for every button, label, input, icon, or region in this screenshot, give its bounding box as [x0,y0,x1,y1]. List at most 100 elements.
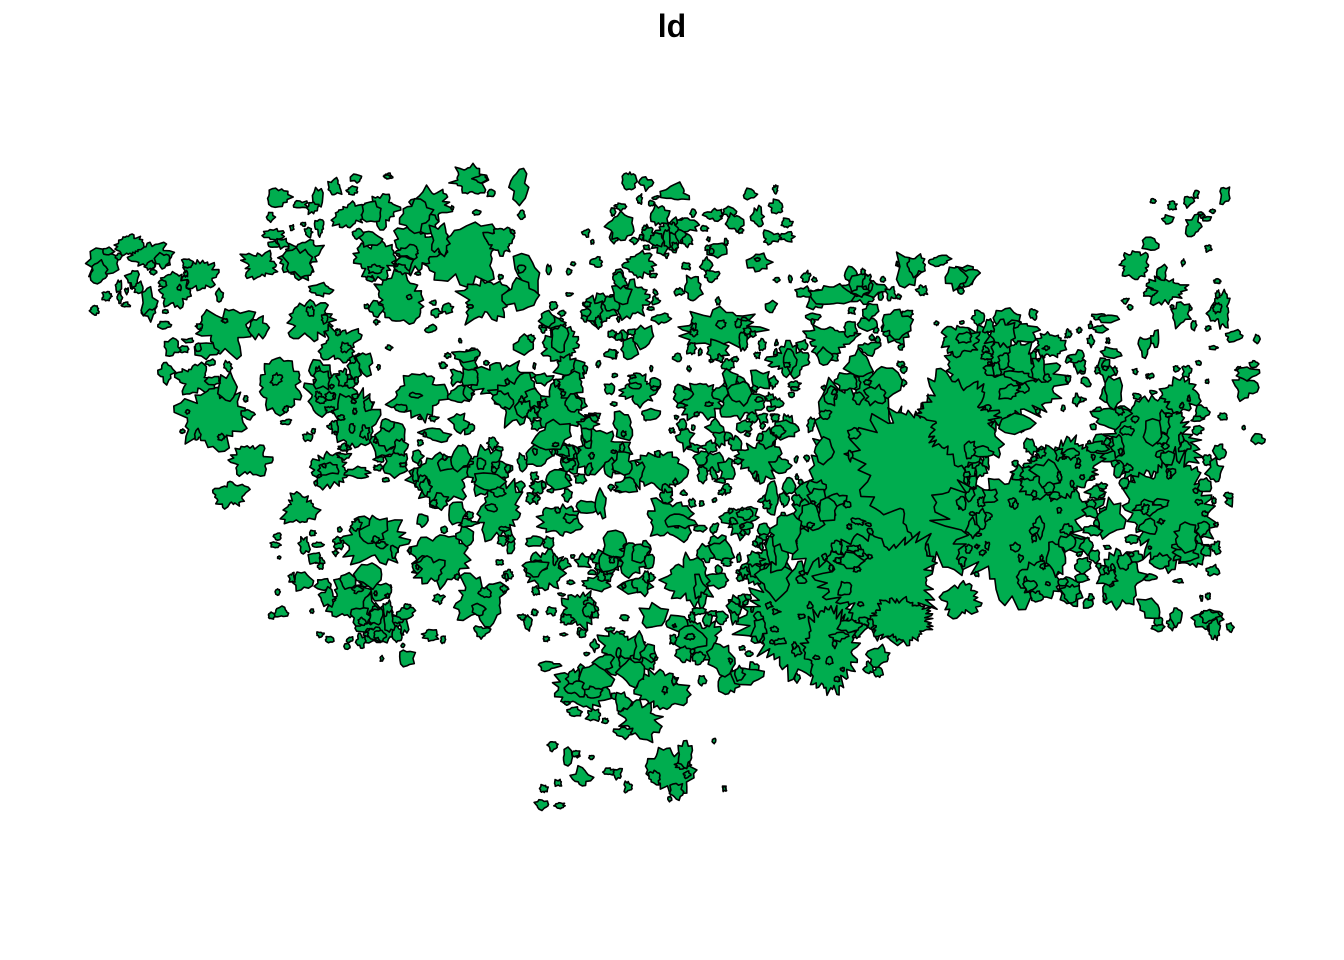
habitat-fragment [1072,359,1087,375]
habitat-fragment [381,476,391,483]
habitat-fragment [88,304,100,316]
habitat-fragment [1114,406,1126,417]
habitat-fragment [846,426,862,440]
habitat-fragment [1200,544,1212,557]
habitat-fragment [955,331,973,344]
habitat-fragment [749,369,771,391]
habitat-fragment [1095,496,1127,540]
habitat-fragment [552,552,559,567]
habitat-fragment [1083,484,1107,501]
habitat-fragment [758,542,765,552]
habitat-fragment [770,424,787,439]
habitat-fragment [711,384,730,403]
habitat-fragment [323,405,336,414]
habitat-fragment [641,407,662,421]
habitat-fragment [267,611,276,620]
habitat-fragment [562,512,579,525]
habitat-fragment [1224,328,1244,343]
habitat-fragment [466,303,475,309]
habitat-fragment [269,372,284,387]
habitat-fragment [1056,470,1063,484]
habitat-fragment [793,672,802,684]
habitat-fragment [1087,320,1094,330]
habitat-fragment [1148,552,1172,570]
habitat-fragment [267,240,281,248]
habitat-fragment [545,605,558,617]
habitat-fragment [440,525,449,534]
habitat-patch [535,503,584,537]
habitat-fragment [637,233,645,242]
habitat-fragment [589,255,604,268]
habitat-fragment [767,455,793,475]
habitat-fragment [769,639,775,645]
habitat-fragment [1178,401,1185,409]
habitat-fragment [842,347,875,378]
habitat-fragment [532,362,537,371]
habitat-fragment [450,444,473,473]
habitat-fragment [471,208,482,216]
habitat-fragment [677,739,694,770]
habitat-fragment [693,524,708,533]
habitat-fragment [699,224,710,232]
habitat-fragment [563,680,586,698]
habitat-fragment [194,342,203,353]
habitat-fragment [362,631,370,637]
habitat-fragment [620,581,627,590]
habitat-fragment [143,259,156,271]
habitat-fragment [827,564,835,573]
habitat-fragment [1080,376,1092,388]
habitat-fragment [797,478,804,487]
habitat-fragment [350,585,365,595]
habitat-fragment [813,435,835,466]
habitat-fragment [457,337,463,344]
habitat-fragment [583,651,591,657]
habitat-fragment [986,361,993,366]
habitat-patch [113,233,145,257]
habitat-fragment [365,275,376,283]
habitat-fragment [641,570,651,584]
habitat-fragment [573,473,588,485]
habitat-fragment [223,359,234,374]
habitat-fragment [153,251,171,270]
habitat-fragment [689,328,699,338]
habitat-fragment [725,599,743,616]
habitat-fragment [1136,597,1161,620]
habitat-patch [258,356,303,417]
habitat-fragment [778,490,791,508]
habitat-fragment [614,691,634,713]
habitat-fragment [698,500,705,507]
habitat-fragment [638,601,670,629]
habitat-fragment [620,429,627,438]
habitat-patch [452,572,509,628]
habitat-fragment [635,193,644,205]
habitat-fragment [1172,578,1185,584]
habitat-fragment [1075,457,1082,465]
habitat-fragment [690,424,696,432]
habitat-fragment [738,523,745,529]
habitat-fragment [860,267,867,276]
habitat-fragment [1081,505,1099,520]
habitat-fragment [584,462,594,477]
habitat-fragment [1142,287,1159,298]
habitat-fragment [806,416,817,434]
habitat-fragment [685,342,698,356]
habitat-fragment [681,261,692,271]
habitat-fragment [738,331,749,352]
habitat-fragment [518,395,525,406]
habitat-fragment [773,338,779,347]
habitat-fragment [609,207,617,217]
habitat-fragment [603,210,635,242]
habitat-fragment [1169,607,1183,628]
habitat-fragment [1028,308,1039,321]
habitat-fragment [705,236,711,243]
habitat-fragment [766,512,803,555]
habitat-fragment [675,418,688,431]
habitat-fragment [486,188,496,198]
habitat-fragment [1250,432,1266,446]
habitat-patch [227,444,274,478]
habitat-fragment [1042,373,1052,383]
habitat-fragment [573,552,592,569]
habitat-fragment [626,373,637,380]
habitat-fragment [1120,297,1130,305]
habitat-fragment [553,778,563,788]
